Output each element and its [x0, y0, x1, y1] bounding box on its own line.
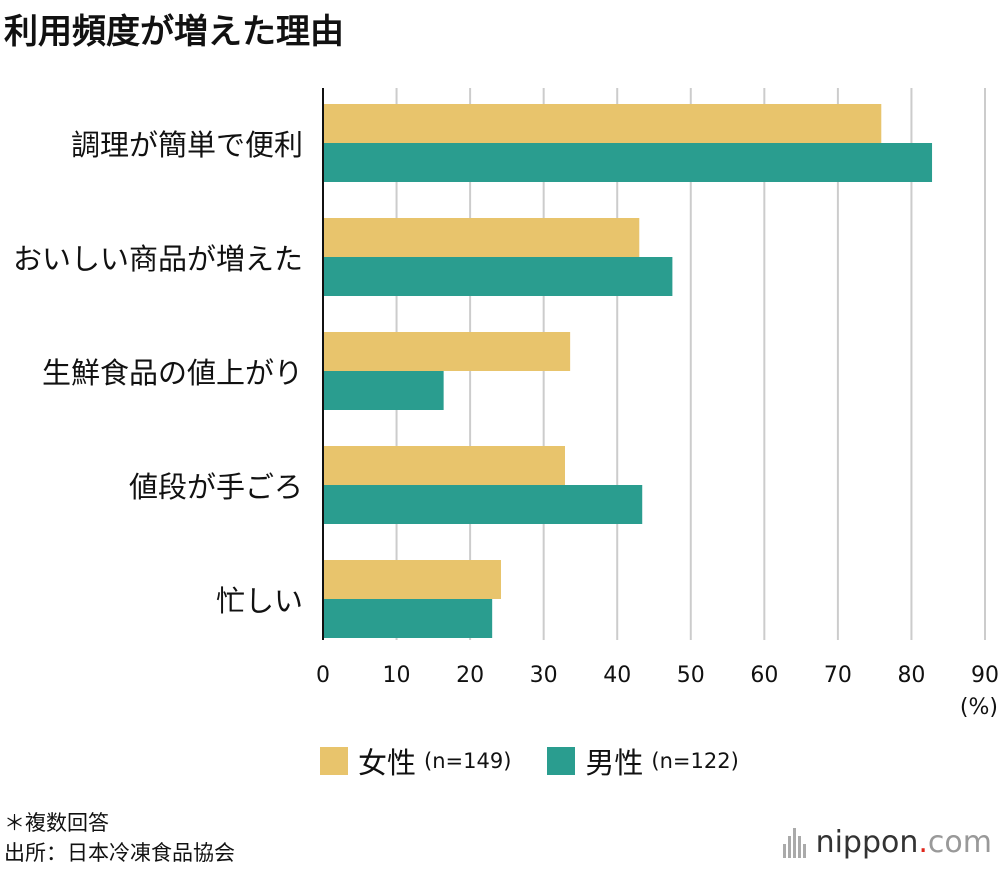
x-tick-label: 50: [677, 663, 705, 688]
nippon-logo: nippon. com: [782, 825, 992, 860]
legend-item-male: 男性 (n=122): [547, 740, 739, 782]
category-label: 忙しい: [216, 584, 303, 618]
category-label: 生鮮食品の値上がり: [42, 356, 303, 390]
x-unit-label: (%): [960, 695, 998, 720]
footnote-multiple-answers: ＊複数回答: [4, 811, 109, 835]
legend-label-male: 男性: [585, 746, 644, 780]
legend: 女性 (n=149) 男性 (n=122): [320, 740, 775, 782]
footnote-source: 出所：日本冷凍食品協会: [4, 841, 235, 865]
x-tick-label: 70: [824, 663, 852, 688]
bar-female: [324, 104, 882, 143]
legend-label-female: 女性: [358, 746, 417, 780]
bar-male: [324, 599, 493, 638]
category-label: 値段が手ごろ: [129, 470, 303, 504]
bar-male: [324, 257, 673, 296]
x-tick-label: 60: [750, 663, 778, 688]
logo-suffix: com: [927, 825, 992, 860]
logo-bars-icon: [782, 827, 808, 858]
x-tick-label: 40: [603, 663, 631, 688]
bar-female: [324, 560, 502, 599]
category-label: 調理が簡単で便利: [71, 128, 303, 162]
bar-male: [324, 143, 933, 182]
bars: [324, 104, 933, 638]
bar-male: [324, 371, 444, 410]
legend-swatch-male: [547, 747, 576, 775]
legend-n-male: (n=122): [651, 749, 739, 773]
x-tick-label: 80: [897, 663, 925, 688]
bar-female: [324, 218, 640, 257]
bar-male: [324, 485, 643, 524]
legend-n-female: (n=149): [424, 749, 512, 773]
logo-dot: .: [918, 825, 928, 860]
category-label: おいしい商品が増えた: [13, 242, 303, 276]
footnotes: ＊複数回答 出所：日本冷凍食品協会: [4, 808, 235, 868]
x-tick-labels: 0 10 20 30 40 50 60 70 80 90: [316, 663, 999, 688]
x-tick-label: 90: [971, 663, 999, 688]
chart-title: 利用頻度が増えた理由: [4, 12, 344, 52]
x-tick-label: 20: [456, 663, 484, 688]
legend-item-female: 女性 (n=149): [320, 740, 511, 782]
x-tick-label: 10: [383, 663, 411, 688]
bar-female: [324, 332, 571, 371]
legend-swatch-female: [320, 747, 348, 775]
x-tick-label: 0: [316, 663, 330, 688]
logo-name: nippon: [815, 825, 919, 860]
bar-female: [324, 446, 565, 485]
x-tick-label: 30: [530, 663, 558, 688]
